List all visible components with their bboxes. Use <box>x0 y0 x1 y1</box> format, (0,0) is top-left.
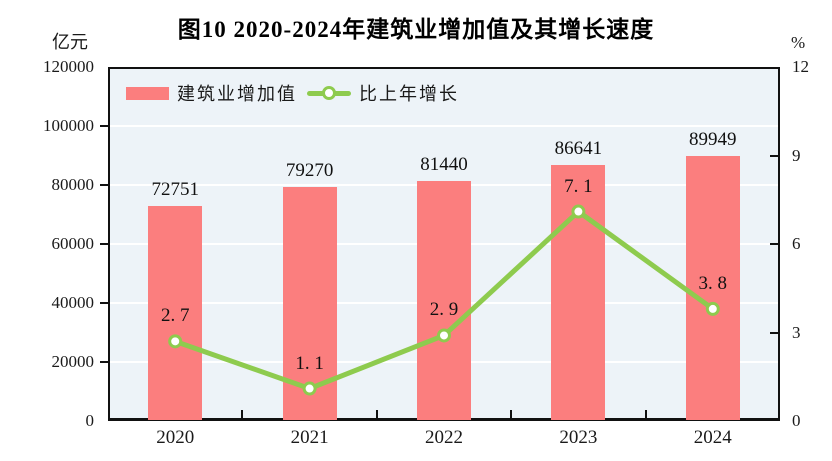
left-axis-tick-label: 120000 <box>43 57 94 76</box>
right-axis-tick-label: 6 <box>792 234 801 253</box>
bar-2023 <box>551 165 606 420</box>
bar-value-label: 81440 <box>420 153 468 175</box>
left-axis-tick-label: 100000 <box>43 116 94 135</box>
x-axis-tick <box>375 410 378 419</box>
left-axis-tick <box>100 125 108 127</box>
left-axis-tick <box>100 243 108 245</box>
right-axis-tick <box>770 331 778 334</box>
legend-line-swatch <box>307 86 351 100</box>
growth-value-label: 7. 1 <box>564 175 593 197</box>
right-axis-tick-label: 12 <box>792 57 809 76</box>
left-axis-tick-label: 60000 <box>51 234 95 253</box>
growth-value-label: 1. 1 <box>295 352 324 374</box>
growth-value-label: 2. 9 <box>429 299 459 321</box>
legend-line-label: 比上年增长 <box>359 84 459 104</box>
left-axis-unit: 亿元 <box>52 32 88 52</box>
growth-value-label: 2. 7 <box>160 305 190 327</box>
x-axis-tick <box>644 410 647 419</box>
left-axis-tick-label: 20000 <box>51 352 95 371</box>
right-axis-tick-label: 9 <box>792 145 801 165</box>
right-axis-tick <box>770 154 778 157</box>
right-axis-tick-label: 0 <box>792 411 801 430</box>
x-axis-tick <box>510 410 513 419</box>
x-axis-category-label: 2024 <box>693 427 732 448</box>
legend-bar-label: 建筑业增加值 <box>177 84 297 104</box>
legend-line-marker-icon <box>322 86 336 100</box>
gridline <box>110 125 778 127</box>
left-axis-tick <box>100 302 108 304</box>
chart-title: 图10 2020-2024年建筑业增加值及其增长速度 <box>177 17 655 42</box>
right-axis-tick <box>770 243 778 245</box>
left-axis-tick-label: 80000 <box>51 175 95 194</box>
bar-value-label: 86641 <box>554 138 603 160</box>
right-axis-tick-label: 3 <box>792 322 801 342</box>
left-axis-tick-label: 40000 <box>51 293 95 312</box>
right-axis-unit: % <box>791 33 806 52</box>
x-axis-category-label: 2022 <box>425 427 463 448</box>
left-axis-tick-label: 0 <box>85 411 95 430</box>
bar-value-label: 89949 <box>689 128 737 150</box>
left-axis-tick <box>100 361 108 363</box>
x-axis-category-label: 2020 <box>156 427 195 448</box>
bar-value-label: 72751 <box>151 179 199 201</box>
left-axis-tick <box>100 184 108 186</box>
growth-value-label: 3. 8 <box>698 272 728 294</box>
legend: 建筑业增加值 比上年增长 <box>126 80 459 106</box>
x-axis-category-label: 2021 <box>290 427 329 448</box>
bar-value-label: 79270 <box>285 160 334 182</box>
legend-bar-swatch <box>126 86 169 100</box>
x-axis-category-label: 2023 <box>559 427 598 448</box>
x-axis-tick <box>241 410 244 419</box>
bar-2021 <box>282 187 337 420</box>
